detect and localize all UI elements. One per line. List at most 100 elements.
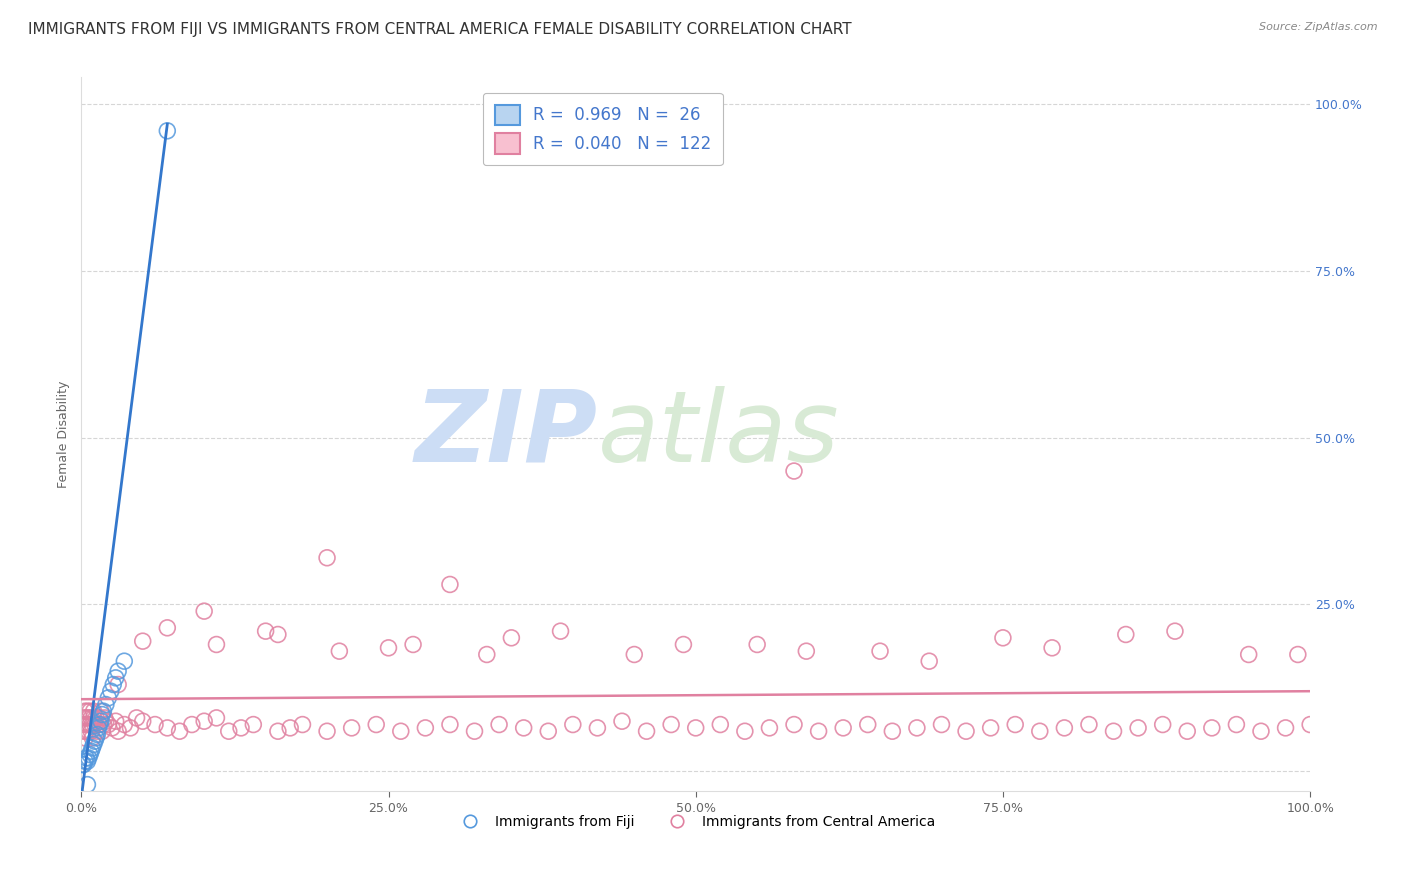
Point (82, 731, 104, 745)
Point (402, 638, 425, 652)
Point (79, 747, 101, 762)
Point (193, 714, 215, 729)
Point (439, 577, 461, 591)
Point (73, 754, 96, 768)
Point (205, 638, 228, 652)
Point (1004, 717, 1026, 731)
Point (218, 724, 240, 739)
Point (125, 711, 148, 725)
Point (832, 721, 855, 735)
Point (75, 724, 97, 739)
Point (659, 717, 682, 731)
Point (475, 648, 498, 662)
Point (783, 717, 806, 731)
Point (807, 724, 830, 739)
Point (104, 714, 127, 729)
Text: IMMIGRANTS FROM FIJI VS IMMIGRANTS FROM CENTRAL AMERICA FEMALE DISABILITY CORREL: IMMIGRANTS FROM FIJI VS IMMIGRANTS FROM … (28, 22, 852, 37)
Point (980, 721, 1002, 735)
Point (112, 717, 135, 731)
Point (882, 724, 904, 739)
Point (93, 717, 115, 731)
Point (107, 677, 129, 691)
Point (377, 640, 399, 655)
Point (73, 711, 96, 725)
Point (76, 778, 98, 792)
Point (100, 684, 122, 698)
Point (132, 634, 155, 648)
Point (86, 724, 108, 739)
Point (415, 721, 437, 735)
Point (623, 648, 645, 662)
Point (1286, 648, 1309, 662)
Point (83, 738, 105, 752)
Point (180, 717, 202, 731)
Point (156, 124, 179, 138)
Point (991, 631, 1014, 645)
Point (672, 638, 695, 652)
Point (107, 664, 129, 678)
Point (76, 754, 98, 768)
Point (856, 717, 879, 731)
Point (1237, 648, 1260, 662)
Point (586, 721, 609, 735)
Point (316, 550, 339, 565)
Point (156, 621, 179, 635)
Point (90, 714, 112, 729)
Point (229, 721, 252, 735)
Point (97, 690, 120, 705)
Point (87, 721, 110, 735)
Point (97, 717, 120, 731)
Point (107, 724, 129, 739)
Point (463, 724, 485, 739)
Point (103, 677, 125, 691)
Point (254, 624, 277, 639)
Text: ZIP: ZIP (415, 386, 598, 483)
Point (89, 711, 111, 725)
Point (291, 717, 314, 731)
Point (439, 717, 461, 731)
Point (73, 757, 96, 772)
Point (1053, 721, 1076, 735)
Point (267, 724, 290, 739)
Point (156, 721, 179, 735)
Point (1115, 627, 1137, 641)
Point (366, 717, 388, 731)
Point (83, 734, 105, 748)
Point (94, 698, 117, 712)
Point (169, 724, 191, 739)
Point (72, 757, 94, 772)
Point (86, 727, 108, 741)
Point (278, 721, 301, 735)
Point (550, 624, 572, 639)
Point (80, 724, 103, 739)
Point (77, 751, 100, 765)
Point (94, 714, 117, 729)
Point (79, 717, 101, 731)
Point (84, 731, 107, 745)
Point (1102, 724, 1125, 739)
Point (143, 717, 166, 731)
Point (758, 721, 780, 735)
Point (610, 714, 633, 729)
Point (72, 717, 94, 731)
Point (75, 751, 97, 765)
Y-axis label: Female Disability: Female Disability (58, 381, 70, 488)
Point (83, 717, 105, 731)
Point (488, 717, 510, 731)
Point (91, 724, 114, 739)
Point (79, 704, 101, 718)
Point (77, 724, 100, 739)
Point (120, 721, 142, 735)
Point (918, 654, 941, 668)
Point (75, 711, 97, 725)
Point (73, 724, 96, 739)
Point (73, 704, 96, 718)
Point (83, 704, 105, 718)
Point (869, 644, 891, 658)
Point (1250, 724, 1272, 739)
Point (1152, 717, 1174, 731)
Point (91, 707, 114, 722)
Point (709, 717, 731, 731)
Point (84, 711, 107, 725)
Point (1175, 724, 1198, 739)
